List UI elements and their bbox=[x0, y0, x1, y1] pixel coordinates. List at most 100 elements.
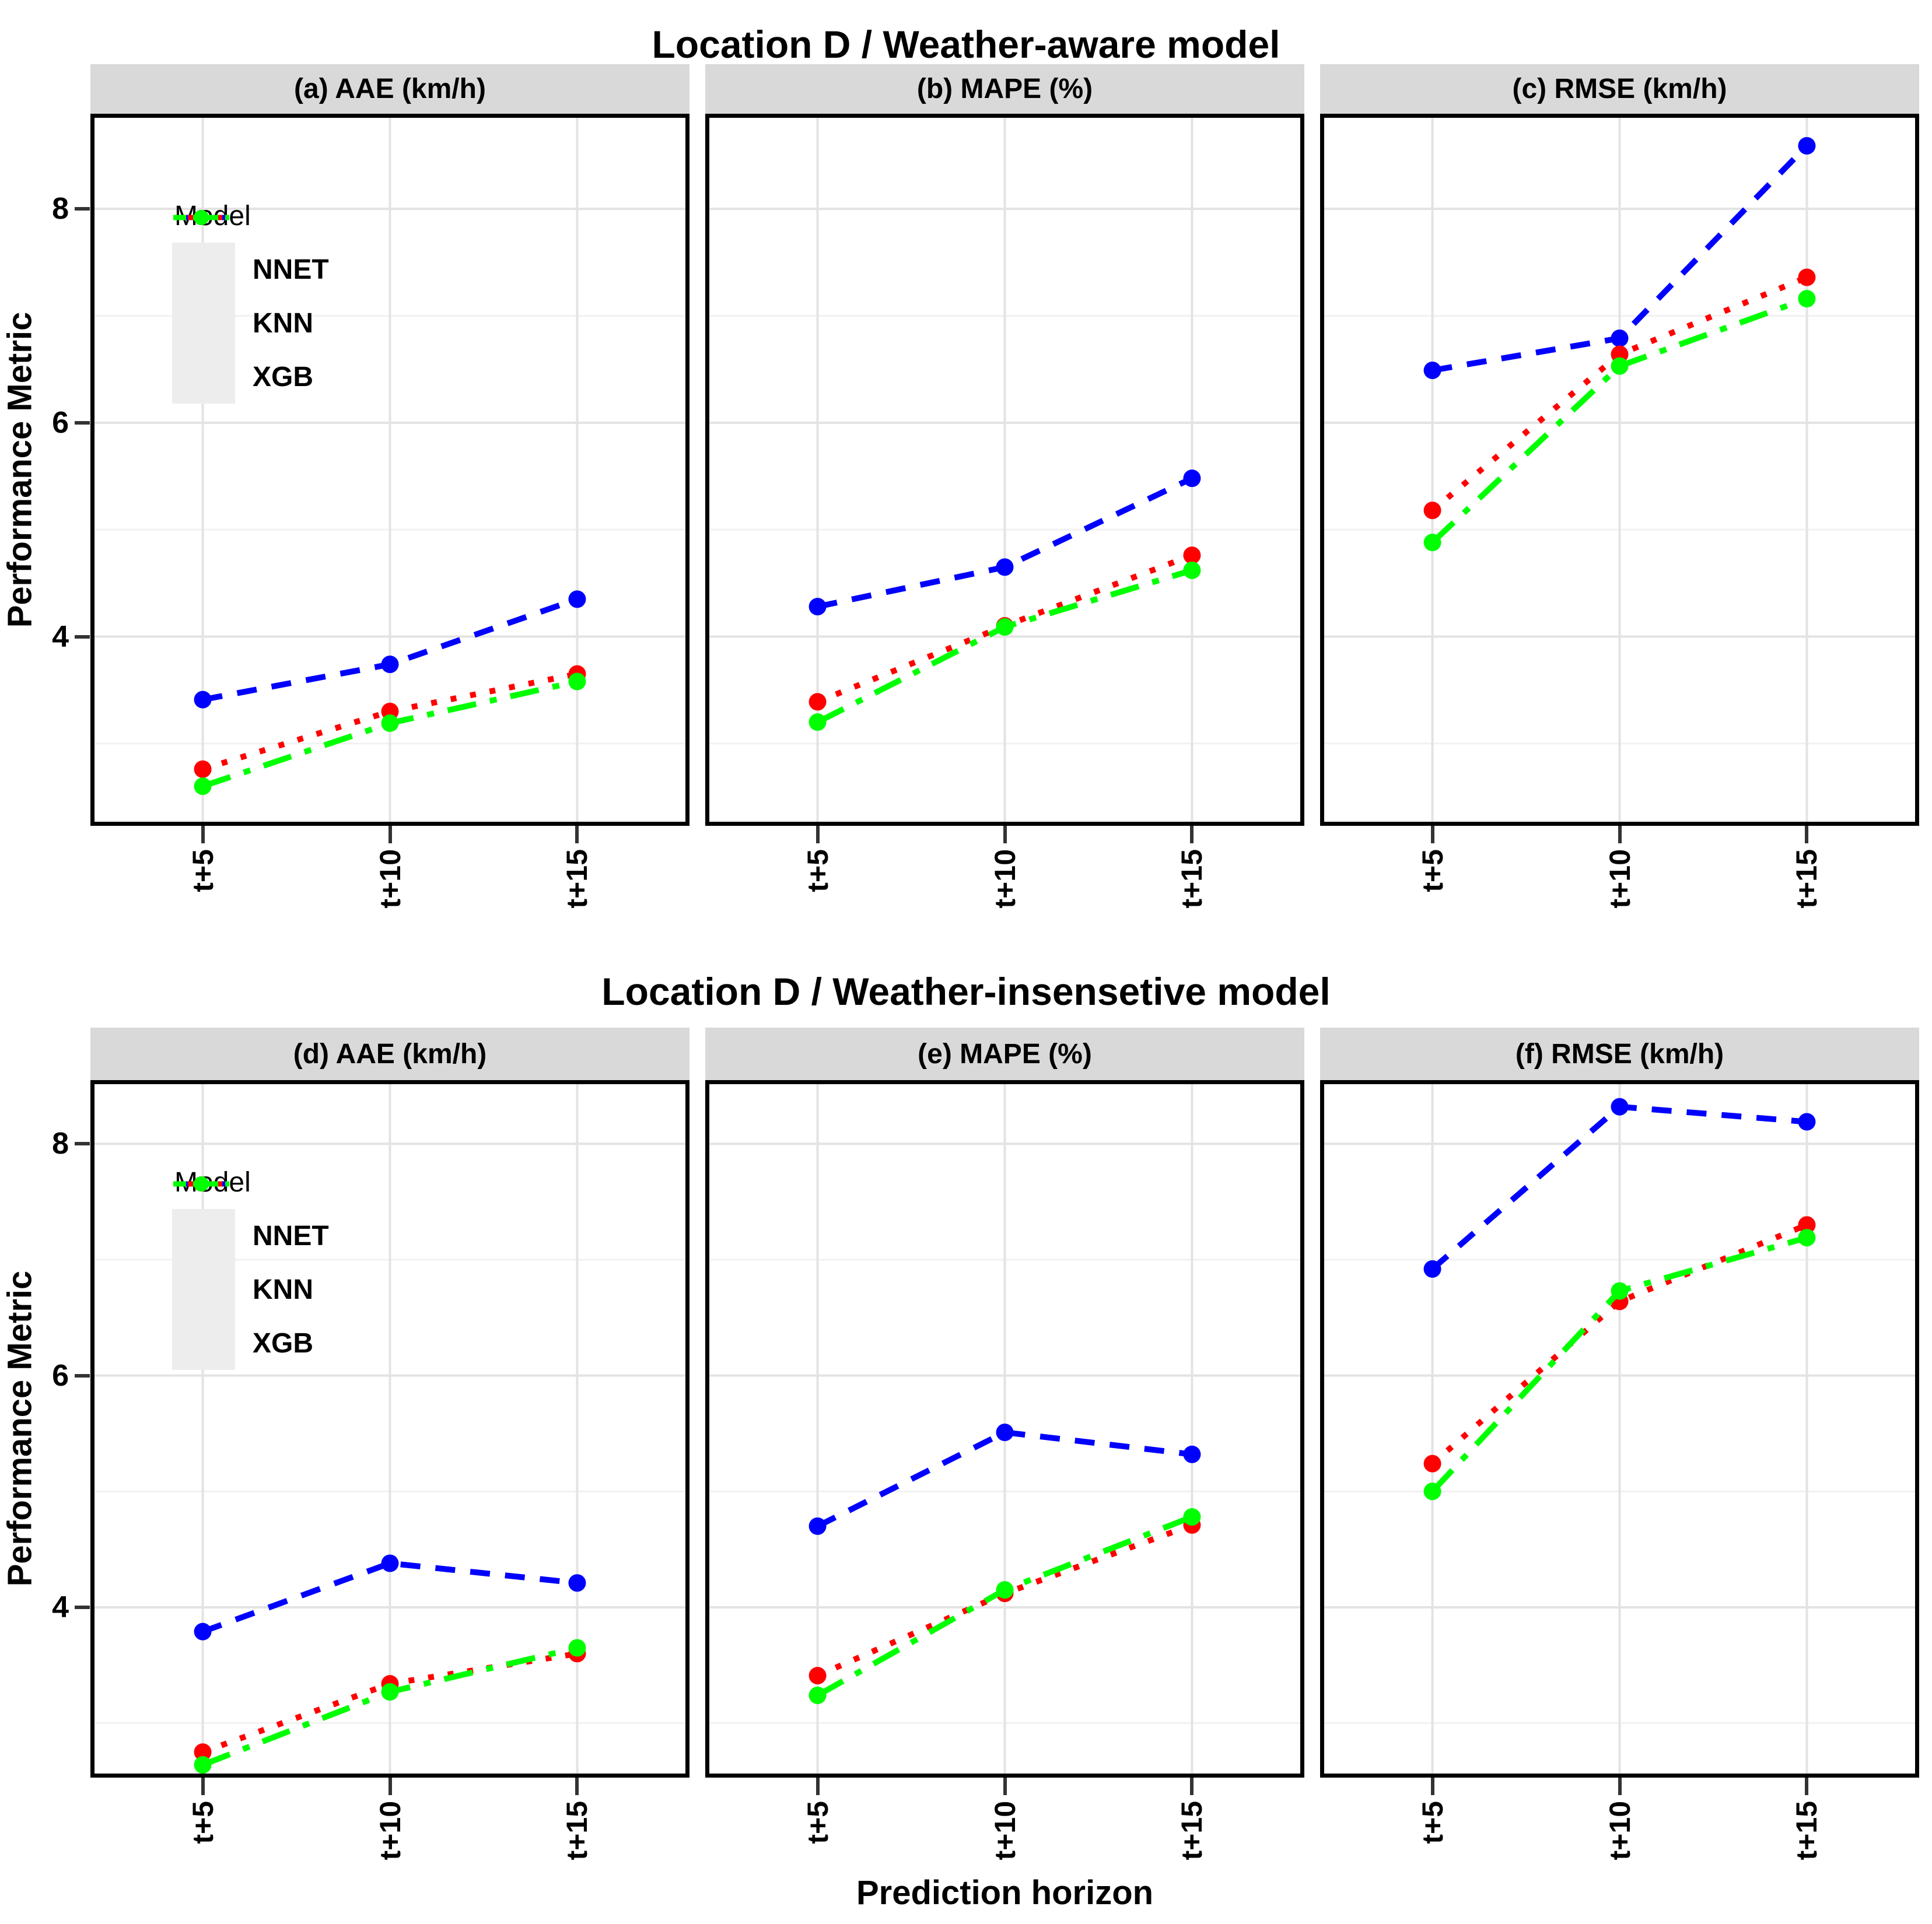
x-tick-label: t+5 bbox=[1416, 849, 1449, 892]
y-tick-label: 6 bbox=[52, 405, 69, 440]
data-point-nnet bbox=[1611, 1098, 1629, 1116]
legend-label-nnet: NNET bbox=[253, 1220, 329, 1252]
legend-key-knn bbox=[172, 210, 235, 350]
x-tick-mark bbox=[1190, 1778, 1194, 1795]
y-tick-label: 8 bbox=[52, 192, 69, 226]
legend-key-point bbox=[194, 1176, 209, 1191]
x-tick-mark bbox=[1003, 1778, 1007, 1795]
legend-key-point bbox=[194, 210, 209, 225]
x-tick-mark bbox=[1618, 826, 1622, 843]
panel-plot-svg bbox=[90, 114, 690, 826]
x-tick-label: t+10 bbox=[1603, 1801, 1636, 1860]
data-point-knn bbox=[808, 1667, 827, 1685]
data-point-nnet bbox=[1611, 330, 1629, 347]
y-axis-title-top: Performance Metric bbox=[1, 311, 39, 628]
strip-panel-f: (f) RMSE (km/h) bbox=[1320, 1028, 1919, 1080]
data-point-xgb bbox=[1423, 1483, 1441, 1501]
data-point-xgb bbox=[568, 672, 586, 691]
x-tick-mark bbox=[1430, 1778, 1434, 1795]
x-tick-label: t+15 bbox=[1175, 1801, 1209, 1860]
x-axis-title: Prediction horizon bbox=[856, 1874, 1154, 1912]
legend-label-knn: KNN bbox=[253, 1274, 313, 1305]
data-point-knn bbox=[1798, 268, 1816, 286]
panel-plot-svg bbox=[1320, 1080, 1919, 1778]
x-tick-label: t+5 bbox=[186, 849, 219, 892]
legend-label-xgb: XGB bbox=[253, 361, 314, 392]
series-line-knn bbox=[816, 1522, 1194, 1678]
panel-border bbox=[90, 1080, 690, 1778]
data-point-nnet bbox=[1423, 362, 1441, 379]
data-point-nnet bbox=[808, 1517, 827, 1535]
legend-key-nnet bbox=[172, 210, 235, 296]
data-point-xgb bbox=[1423, 534, 1441, 552]
plot-panel-e bbox=[705, 1080, 1304, 1778]
strip-panel-a: (a) AAE (km/h) bbox=[90, 64, 690, 114]
x-tick-label: t+15 bbox=[1175, 849, 1209, 909]
panel-plot-svg bbox=[705, 1080, 1304, 1778]
x-tick-mark bbox=[1190, 826, 1194, 843]
x-tick-mark bbox=[1003, 826, 1007, 843]
data-point-nnet bbox=[194, 1622, 212, 1641]
legend-key-sample bbox=[173, 1176, 229, 1191]
data-point-xgb bbox=[194, 777, 212, 795]
data-point-xgb bbox=[1183, 1508, 1201, 1526]
x-tick-mark bbox=[388, 1778, 392, 1795]
y-tick-label: 4 bbox=[52, 619, 69, 654]
data-point-knn bbox=[1183, 546, 1201, 565]
strip-panel-b: (b) MAPE (%) bbox=[705, 64, 1304, 114]
legend-item-nnet: NNET bbox=[172, 210, 329, 296]
data-point-xgb bbox=[1611, 357, 1629, 375]
data-point-xgb bbox=[808, 713, 827, 731]
data-point-knn bbox=[808, 693, 827, 711]
x-tick-label: t+10 bbox=[988, 1801, 1021, 1860]
legend: ModelNNETKNNXGB bbox=[172, 1166, 329, 1370]
x-tick-label: t+10 bbox=[1603, 849, 1636, 909]
data-point-nnet bbox=[568, 590, 586, 608]
x-tick-mark bbox=[388, 826, 392, 843]
y-tick-mark bbox=[75, 420, 90, 425]
data-point-nnet bbox=[1183, 1445, 1201, 1463]
legend-item-knn: KNN bbox=[172, 1176, 329, 1316]
bottom-row-title: Location D / Weather-insensetive model bbox=[601, 970, 1331, 1013]
plot-panel-c bbox=[1320, 114, 1919, 826]
series-line-knn bbox=[202, 671, 578, 772]
y-tick-mark bbox=[75, 635, 90, 639]
x-tick-mark bbox=[201, 826, 205, 843]
strip-panel-c: (c) RMSE (km/h) bbox=[1320, 64, 1919, 114]
y-tick-mark bbox=[75, 207, 90, 211]
y-tick-label: 6 bbox=[52, 1358, 69, 1393]
legend-item-nnet: NNET bbox=[172, 1176, 329, 1263]
data-point-knn bbox=[1798, 1216, 1816, 1234]
legend-label-nnet: NNET bbox=[253, 254, 329, 285]
x-tick-label: t+5 bbox=[186, 1801, 219, 1844]
legend-key-sample bbox=[173, 210, 229, 225]
x-tick-mark bbox=[1805, 826, 1809, 843]
x-tick-label: t+5 bbox=[801, 1801, 834, 1844]
x-tick-label: t+5 bbox=[1416, 1801, 1449, 1844]
legend-label-xgb: XGB bbox=[253, 1327, 314, 1359]
data-point-xgb bbox=[381, 714, 399, 732]
y-tick-mark bbox=[75, 1373, 90, 1378]
panel-border bbox=[90, 114, 690, 826]
panel-border bbox=[705, 114, 1304, 826]
data-point-nnet bbox=[1183, 469, 1201, 488]
legend-item-knn: KNN bbox=[172, 210, 329, 350]
legend-item-xgb: XGB bbox=[172, 1176, 329, 1370]
panel-border bbox=[1320, 114, 1919, 826]
data-point-knn bbox=[1423, 1455, 1441, 1473]
legend-key-xgb bbox=[172, 210, 235, 404]
panel-plot-svg bbox=[90, 1080, 690, 1778]
x-tick-mark bbox=[575, 826, 579, 843]
x-tick-label: t+10 bbox=[988, 849, 1021, 909]
data-point-knn bbox=[1423, 502, 1441, 520]
data-point-xgb bbox=[1611, 1282, 1629, 1300]
x-tick-label: t+5 bbox=[801, 849, 834, 892]
data-point-xgb bbox=[1798, 1229, 1816, 1247]
x-tick-mark bbox=[816, 826, 820, 843]
x-tick-mark bbox=[1430, 826, 1434, 843]
plot-panel-f bbox=[1320, 1080, 1919, 1778]
x-tick-label: t+15 bbox=[561, 1801, 594, 1860]
data-point-nnet bbox=[996, 1423, 1014, 1441]
data-point-nnet bbox=[381, 656, 399, 674]
